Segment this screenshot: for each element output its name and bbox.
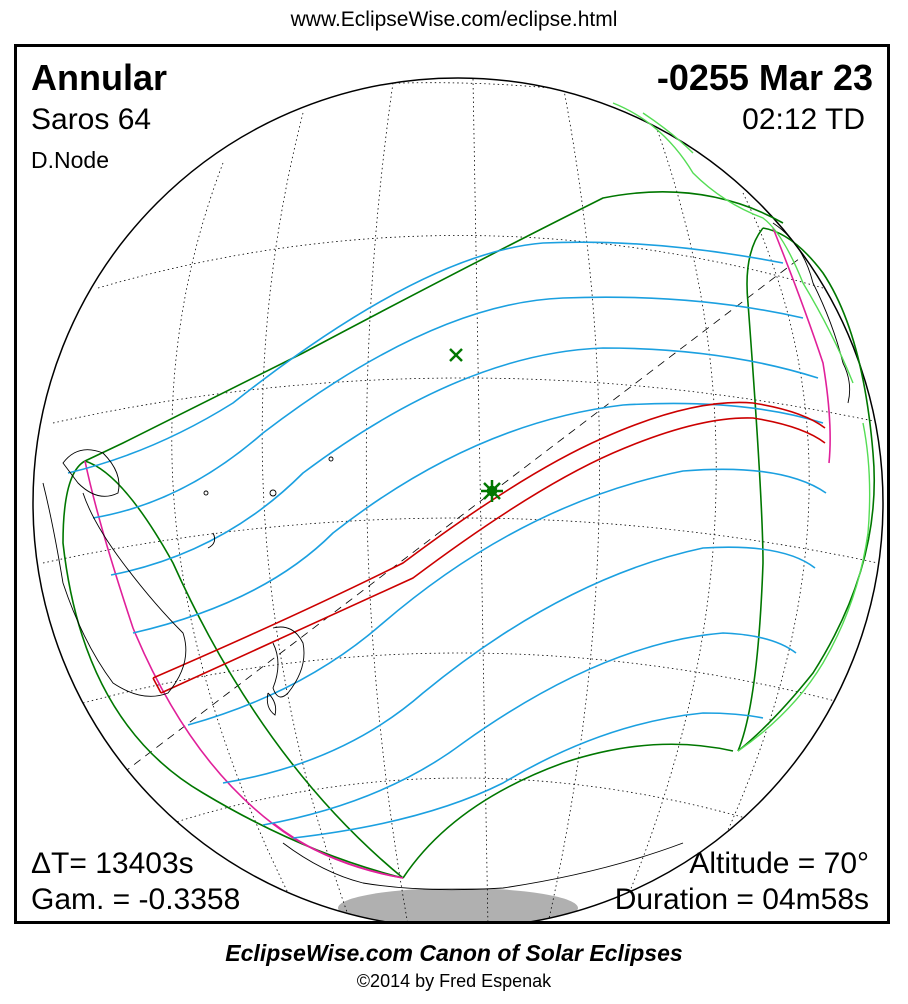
saros-number: Saros 64 [31,103,152,136]
rise-set-curves [84,227,831,879]
site-url: www.EclipseWise.com/eclipse.html [290,8,618,31]
greenland-coast [612,102,871,752]
central-path [152,401,826,694]
eclipse-date: -0255 Mar 23 [656,57,873,98]
eclipse-map-frame: Annular -0255 Mar 23 Saros 64 02:12 TD D… [14,44,890,924]
eclipse-time: 02:12 TD [742,103,865,136]
obscuration-lines [67,241,827,839]
penumbral-limits [62,191,876,879]
gamma: Gam. = -0.3358 [31,883,241,916]
canon-title: EclipseWise.com Canon of Solar Eclipses [225,940,683,966]
copyright: ©2014 by Fred Espenak [356,971,552,991]
globe-map [32,77,884,921]
sub-solar-point-marker [449,348,463,362]
altitude: Altitude = 70° [689,847,869,880]
delta-t: ΔT= 13403s [31,847,194,880]
node: D.Node [31,147,109,173]
coastlines [42,222,851,891]
graticule [42,78,883,921]
greatest-eclipse-marker [481,480,503,502]
duration: Duration = 04m58s [614,883,869,916]
globe-outline [32,77,884,921]
eclipse-type: Annular [31,57,168,98]
